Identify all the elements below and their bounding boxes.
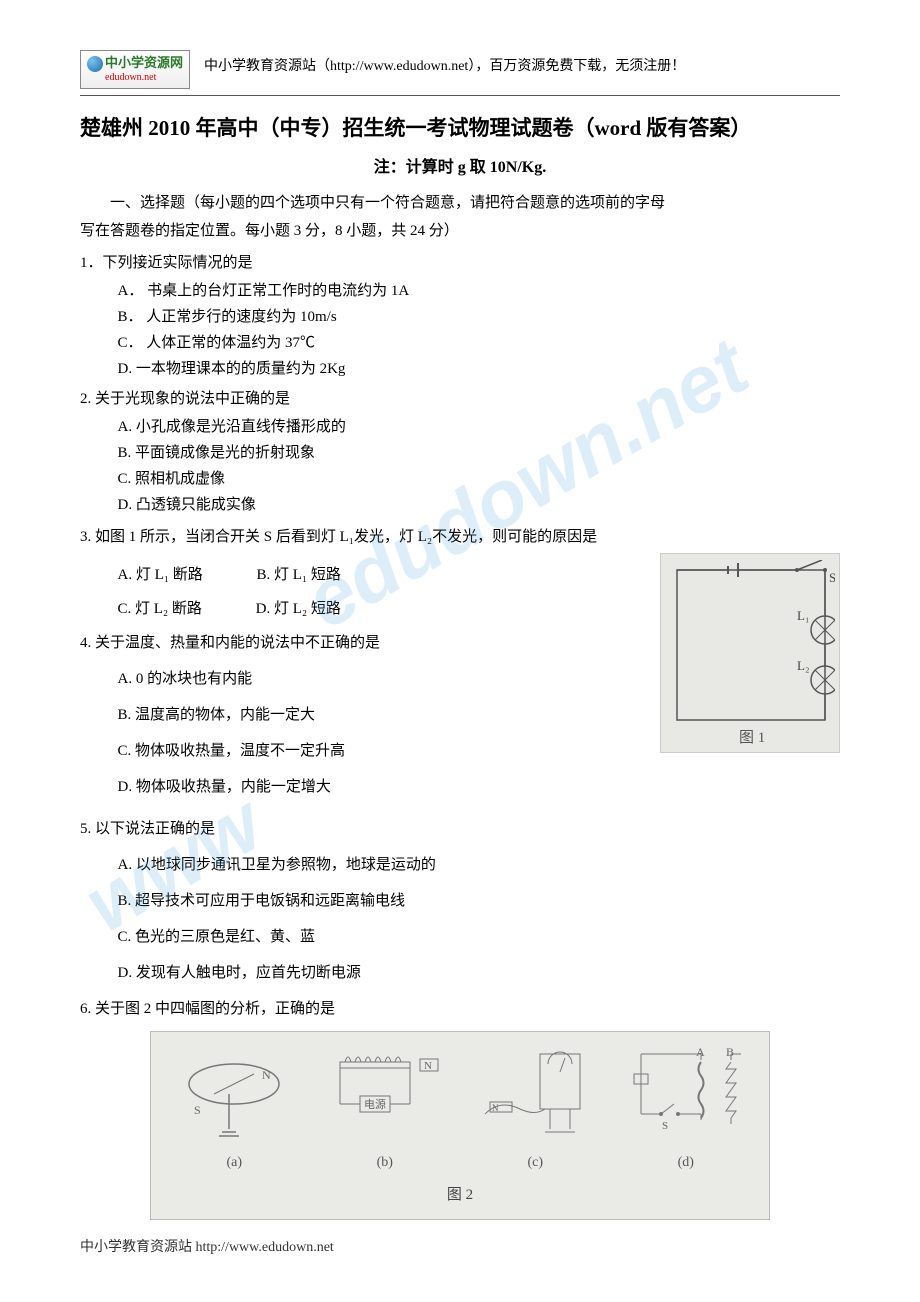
q1-option-d: D. 一本物理课本的的质量约为 2Kg (118, 357, 841, 381)
header-site-line: 中小学教育资源站（http://www.edudown.net），百万资源免费下… (204, 56, 685, 78)
header-divider (80, 95, 840, 96)
globe-icon (87, 56, 103, 72)
svg-text:S: S (662, 1120, 668, 1132)
fig2-panel-d: A B S (614, 1044, 757, 1175)
figure-1: S L₁ L₂ 图 1 (660, 553, 840, 753)
q4-option-d: D. 物体吸收热量，内能一定增大 (118, 775, 661, 799)
svg-text:N: N (424, 1060, 432, 1072)
site-logo: 中小学资源网 edudown.net (80, 50, 190, 89)
fig2-panel-c: N (c) (464, 1044, 607, 1175)
svg-text:N: N (262, 1068, 271, 1082)
fig2-label-c: (c) (464, 1152, 607, 1174)
svg-text:L₂: L₂ (797, 658, 809, 673)
q3-option-c: C. 灯 L₂ 断路 (118, 601, 202, 617)
fig2-label-b: (b) (313, 1152, 456, 1174)
question-6: 6. 关于图 2 中四幅图的分析，正确的是 S N (a) N (80, 997, 840, 1220)
section-intro-2: 写在答题卷的指定位置。每小题 3 分，8 小题，共 24 分） (80, 219, 840, 243)
q5-stem: 5. 以下说法正确的是 (80, 817, 840, 841)
svg-text:S: S (194, 1103, 201, 1117)
fig2-label-a: (a) (163, 1152, 306, 1174)
q1-option-b: B． 人正常步行的速度约为 10m/s (118, 305, 841, 329)
sub-title: 注：计算时 g 取 10N/Kg. (80, 155, 840, 181)
q1-stem: 1．下列接近实际情况的是 (80, 251, 840, 275)
page-title: 楚雄州 2010 年高中（中专）招生统一考试物理试题卷（word 版有答案） (80, 112, 840, 146)
q4-stem: 4. 关于温度、热量和内能的说法中不正确的是 (80, 631, 660, 655)
q5-option-c: C. 色光的三原色是红、黄、蓝 (118, 925, 841, 949)
page-footer: 中小学教育资源站 http://www.edudown.net (80, 1237, 334, 1259)
q2-option-a: A. 小孔成像是光沿直线传播形成的 (118, 415, 483, 439)
q5-option-a: A. 以地球同步通讯卫星为参照物，地球是运动的 (118, 853, 841, 877)
circuit-svg: S L₁ L₂ 图 1 (667, 560, 835, 748)
q3-stem: 3. 如图 1 所示，当闭合开关 S 后看到灯 L₁发光，灯 L₂不发光，则可能… (80, 525, 840, 549)
q4-option-b: B. 温度高的物体，内能一定大 (118, 703, 661, 727)
svg-text:电源: 电源 (364, 1097, 386, 1111)
q4-option-c: C. 物体吸收热量，温度不一定升高 (118, 739, 661, 763)
q6-stem: 6. 关于图 2 中四幅图的分析，正确的是 (80, 997, 840, 1021)
logo-sub: edudown.net (105, 70, 183, 86)
q5-option-b: B. 超导技术可应用于电饭锅和远距离输电线 (118, 889, 841, 913)
q2-option-c: C. 照相机成虚像 (118, 467, 483, 491)
svg-text:B: B (726, 1045, 734, 1059)
fig2-panel-b: N 电源 (b) (313, 1044, 456, 1175)
q1-option-c: C． 人体正常的体温约为 37℃ (118, 331, 841, 355)
q3-option-b: B. 灯 L₁ 短路 (256, 567, 340, 583)
svg-text:N: N (492, 1103, 499, 1113)
q5-option-d: D. 发现有人触电时，应首先切断电源 (118, 961, 841, 985)
logo-brand: 中小学资源网 (105, 55, 183, 70)
header: 中小学资源网 edudown.net 中小学教育资源站（http://www.e… (80, 50, 840, 89)
q4-option-a: A. 0 的冰块也有内能 (118, 667, 661, 691)
q2-option-b: B. 平面镜成像是光的折射现象 (118, 441, 483, 465)
fig2-label-d: (d) (614, 1152, 757, 1174)
svg-text:图 1: 图 1 (739, 729, 765, 746)
svg-text:L₁: L₁ (797, 608, 809, 623)
q1-option-a: A． 书桌上的台灯正常工作时的电流约为 1A (118, 279, 841, 303)
section-intro-1: 一、选择题（每小题的四个选项中只有一个符合题意，请把符合题意的选项前的字母 (80, 191, 840, 215)
fig2-panel-a: S N (a) (163, 1044, 306, 1175)
question-2: 2. 关于光现象的说法中正确的是 A. 小孔成像是光沿直线传播形成的 B. 平面… (80, 387, 840, 519)
q2-option-d: D. 凸透镜只能成实像 (118, 493, 483, 517)
question-1: 1．下列接近实际情况的是 A． 书桌上的台灯正常工作时的电流约为 1A B． 人… (80, 251, 840, 381)
question-4: 4. 关于温度、热量和内能的说法中不正确的是 A. 0 的冰块也有内能 B. 温… (80, 631, 660, 799)
fig2-caption: 图 2 (163, 1183, 757, 1207)
question-3: 3. 如图 1 所示，当闭合开关 S 后看到灯 L₁发光，灯 L₂不发光，则可能… (80, 525, 840, 811)
question-5: 5. 以下说法正确的是 A. 以地球同步通讯卫星为参照物，地球是运动的 B. 超… (80, 817, 840, 985)
q3-option-a: A. 灯 L₁ 断路 (118, 567, 203, 583)
q3-option-d: D. 灯 L₂ 短路 (256, 601, 341, 617)
svg-text:S: S (829, 570, 835, 585)
q2-stem: 2. 关于光现象的说法中正确的是 (80, 387, 840, 411)
figure-2: S N (a) N 电源 (b) (150, 1031, 770, 1220)
